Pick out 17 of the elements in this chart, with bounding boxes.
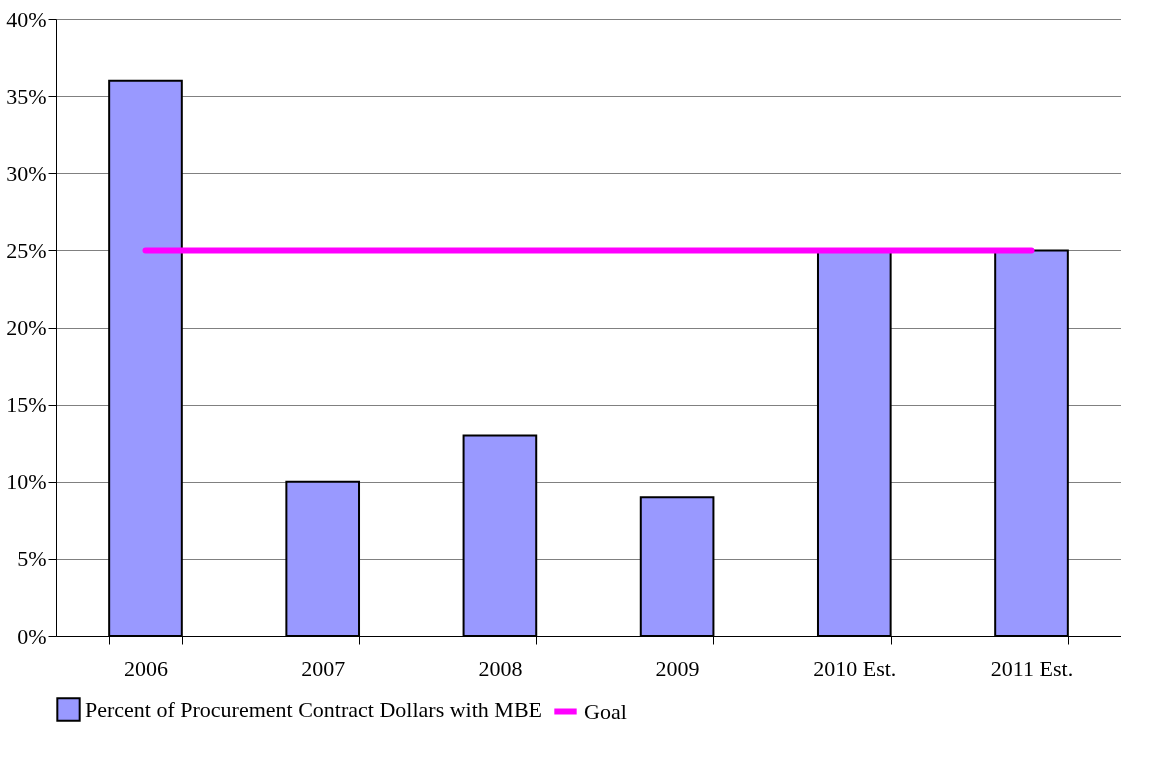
y-tick-label: 5% (17, 546, 47, 572)
y-tick-label: 40% (6, 6, 47, 32)
x-tick-label: 2009 (655, 655, 700, 681)
legend-label: Goal (584, 698, 627, 724)
y-tick-label: 25% (6, 237, 47, 263)
x-tick-label: 2007 (301, 655, 346, 681)
y-tick-label: 20% (6, 315, 47, 340)
legend-label: Percent of Procurement Contract Dollars with MBE (85, 696, 543, 722)
x-tick-label: 2006 (123, 655, 168, 681)
y-tick-label: 35% (6, 83, 47, 109)
x-tick-label: 2011 Est. (990, 655, 1074, 681)
y-tick-label: 10% (6, 469, 47, 495)
y-tick-label: 0% (17, 623, 47, 649)
x-tick-label: 2008 (478, 655, 523, 681)
y-tick-label: 30% (6, 160, 47, 186)
y-tick-label: 15% (6, 392, 47, 418)
x-tick-label: 2010 Est. (813, 655, 897, 681)
